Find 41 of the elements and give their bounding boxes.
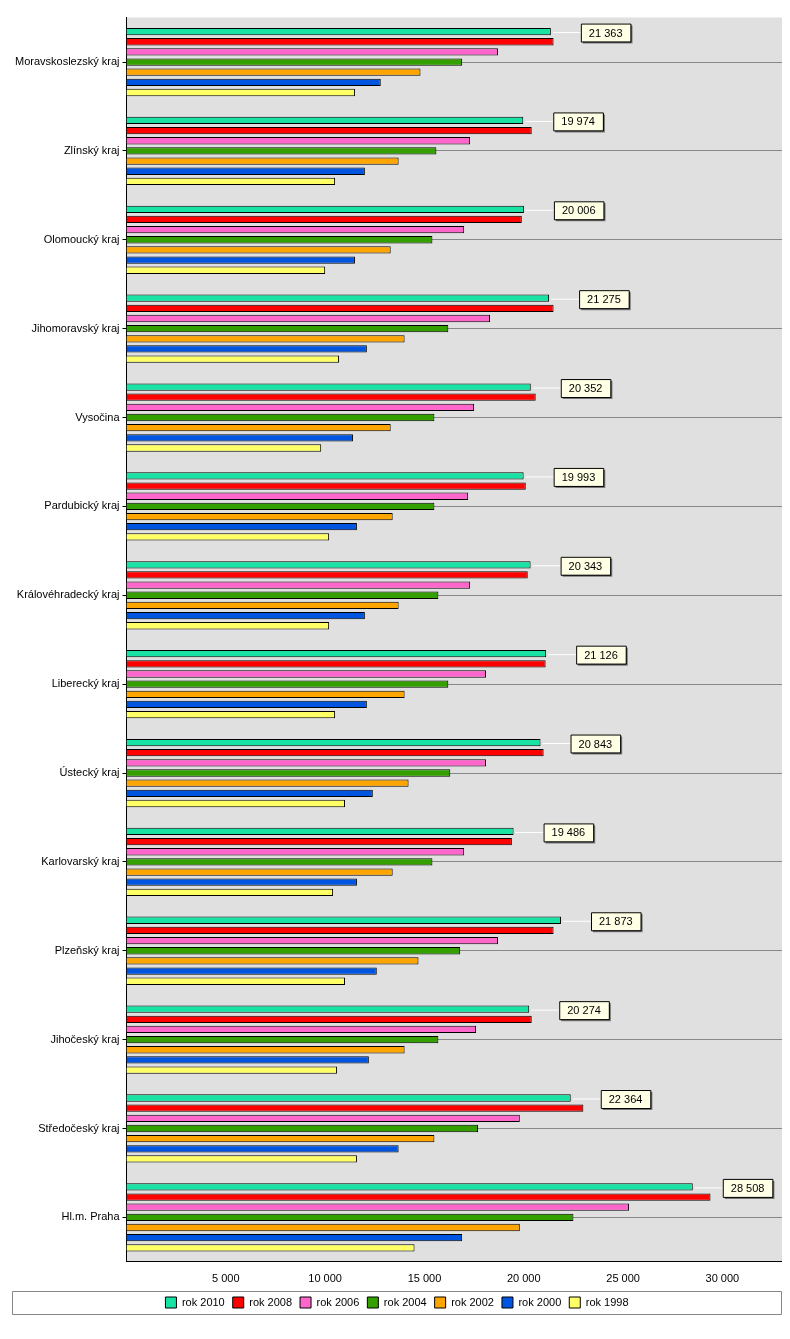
data-label: 20 843 xyxy=(578,737,613,750)
x-tick-label: 25 000 xyxy=(606,1272,640,1285)
y-tick-label: Karlovarský kraj xyxy=(41,854,120,867)
data-label: 20 274 xyxy=(567,1004,601,1017)
legend-label: rok 2004 xyxy=(383,1295,427,1308)
x-tick-label: 30 000 xyxy=(705,1272,740,1285)
data-label: 21 363 xyxy=(588,26,623,39)
x-tick-label: 15 000 xyxy=(407,1272,442,1285)
x-tick-label: 10 000 xyxy=(308,1272,342,1285)
y-tick-label: Vysočina xyxy=(75,410,121,423)
y-tick-label: Moravskoslezský kraj xyxy=(14,55,120,68)
y-tick-label: Královéhradecký kraj xyxy=(16,588,120,601)
legend-label: rok 2006 xyxy=(316,1295,360,1308)
data-label: 19 993 xyxy=(561,470,596,483)
y-tick-label: Jihomoravský kraj xyxy=(31,321,120,334)
data-label: 22 364 xyxy=(608,1093,643,1106)
data-label: 21 873 xyxy=(598,915,633,928)
legend-label: rok 2000 xyxy=(518,1295,562,1308)
y-tick-label: Olomoucký kraj xyxy=(43,232,120,245)
y-tick-label: Zlínský kraj xyxy=(63,143,120,156)
legend-label: rok 2008 xyxy=(249,1295,293,1308)
legend-label: rok 2010 xyxy=(181,1295,225,1308)
data-label: 28 508 xyxy=(730,1181,765,1194)
y-tick-label: Pardubický kraj xyxy=(44,499,120,512)
y-tick-label: Hl.m. Praha xyxy=(61,1210,121,1223)
data-label: 19 974 xyxy=(561,115,595,128)
legend-label: rok 2002 xyxy=(451,1295,494,1308)
data-label: 21 126 xyxy=(584,648,618,661)
data-label: 20 343 xyxy=(568,559,603,572)
x-tick-label: 20 000 xyxy=(506,1272,541,1285)
data-label: 20 352 xyxy=(568,382,603,395)
data-label: 21 275 xyxy=(587,293,621,306)
y-tick-label: Plzeňský kraj xyxy=(54,943,120,956)
y-tick-label: Jihočeský kraj xyxy=(50,1032,120,1045)
legend-label: rok 1998 xyxy=(585,1295,629,1308)
y-tick-label: Liberecký kraj xyxy=(51,677,120,690)
data-label: 19 486 xyxy=(551,826,586,839)
x-tick-label: 5 000 xyxy=(212,1272,240,1285)
y-tick-label: Středočeský kraj xyxy=(38,1121,120,1134)
y-tick-label: Ústecký kraj xyxy=(59,766,120,779)
data-label: 20 006 xyxy=(561,204,596,217)
